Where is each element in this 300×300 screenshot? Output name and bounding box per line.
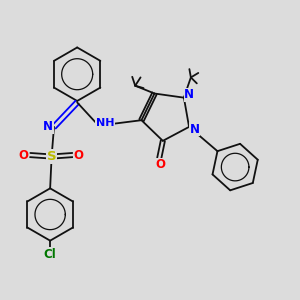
Text: S: S (47, 150, 56, 163)
Text: NH: NH (96, 118, 114, 128)
Text: N: N (184, 88, 194, 101)
Text: O: O (19, 148, 29, 162)
Text: O: O (156, 158, 166, 171)
Text: N: N (43, 120, 53, 133)
Text: Cl: Cl (44, 248, 56, 260)
Text: O: O (74, 148, 83, 162)
Text: N: N (189, 123, 200, 136)
